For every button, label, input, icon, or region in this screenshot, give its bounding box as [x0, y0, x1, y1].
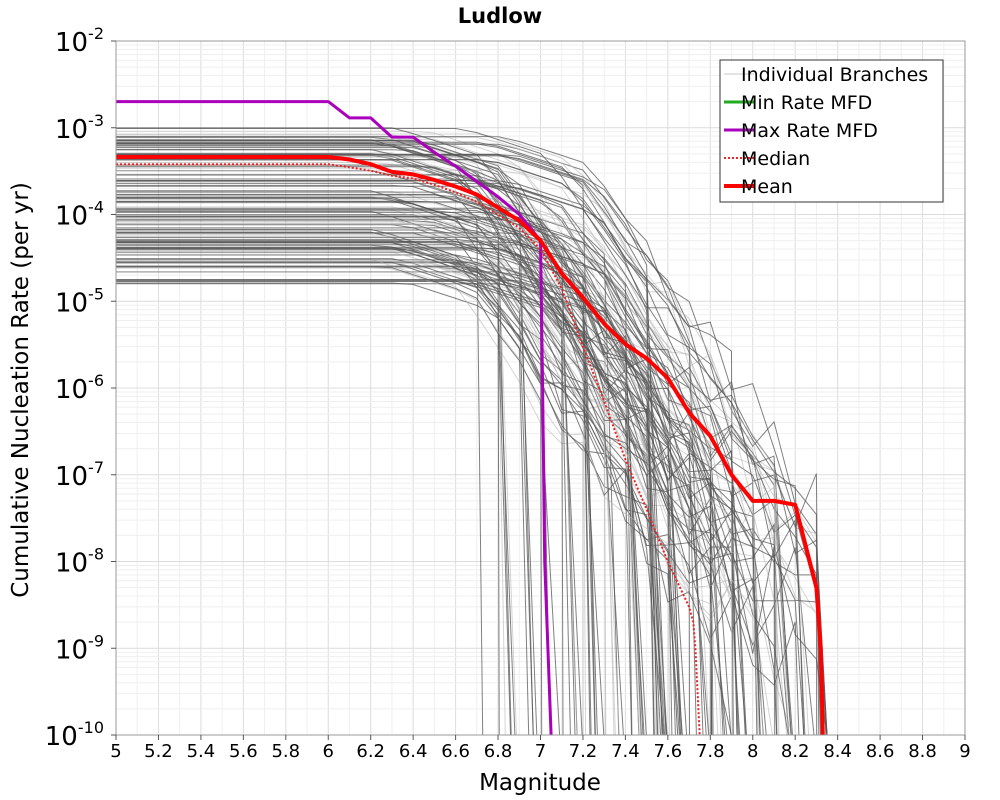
branch-line — [116, 174, 633, 736]
branch-line — [116, 279, 828, 736]
x-tick-label: 7.8 — [696, 741, 725, 762]
x-tick-label: 5.6 — [229, 741, 258, 762]
branch-line — [116, 218, 821, 736]
x-tick-label: 5.2 — [144, 741, 173, 762]
x-tick-label: 5 — [110, 741, 121, 762]
branch-line — [116, 235, 828, 736]
x-tick-label: 8.2 — [781, 741, 810, 762]
branch-line — [116, 253, 733, 736]
x-tick-label: 6.2 — [356, 741, 385, 762]
branch-line — [116, 198, 828, 736]
legend-box — [719, 59, 944, 203]
branch-line — [116, 191, 683, 736]
x-tick-label: 6.4 — [399, 741, 428, 762]
chart-title: Ludlow — [458, 4, 542, 28]
legend-label: Median — [741, 148, 810, 170]
branch-line — [116, 258, 665, 736]
branch-line — [116, 153, 538, 736]
branch-line — [116, 259, 681, 736]
branch-line — [116, 244, 828, 736]
branch-line — [116, 190, 662, 736]
branch-line — [116, 280, 673, 736]
branch-line — [116, 138, 655, 736]
branch-line — [116, 210, 679, 736]
branch-line — [116, 196, 644, 736]
branch-line — [116, 215, 664, 736]
branch-line — [116, 184, 789, 736]
branch-line — [116, 222, 660, 736]
y-tick-label: 10-9 — [55, 631, 104, 665]
x-tick-label: 8.8 — [908, 741, 937, 762]
branch-line — [116, 194, 747, 736]
x-tick-label: 6 — [323, 741, 334, 762]
x-axis-ticks: 5 5.2 5.4 5.6 5.8 6 6.2 6.4 6.6 6.8 7 7.2 7.4 7.6 7.8 8… — [110, 735, 971, 762]
y-tick-label: 10-4 — [55, 198, 104, 232]
x-tick-label: 8.4 — [823, 741, 852, 762]
x-tick-label: 7.2 — [569, 741, 598, 762]
x-axis-label: Magnitude — [479, 770, 601, 796]
series-line-max-rate-mfd — [116, 100, 553, 736]
branch-line — [116, 208, 732, 736]
x-tick-label: 8 — [747, 741, 758, 762]
x-tick-label: 6.6 — [441, 741, 470, 762]
x-tick-label: 7.4 — [611, 741, 640, 762]
x-tick-label: 7 — [535, 741, 546, 762]
series-line-median — [116, 163, 701, 736]
x-tick-label: 5.8 — [271, 741, 300, 762]
y-tick-label: 10-2 — [55, 24, 104, 58]
y-tick-label: 10-3 — [55, 111, 104, 145]
branch-line — [116, 240, 534, 736]
branch-line — [116, 251, 776, 736]
legend-label: Min Rate MFD — [741, 92, 872, 114]
branch-line — [116, 211, 806, 736]
branch-line — [116, 143, 596, 736]
branch-line — [116, 200, 664, 736]
series-line-mean — [116, 155, 825, 736]
branch-line — [116, 240, 739, 736]
branch-line — [116, 258, 584, 736]
branch-line — [116, 145, 676, 736]
branch-line — [116, 130, 615, 736]
x-tick-label: 7.6 — [654, 741, 683, 762]
branch-line — [116, 154, 655, 736]
branch-line — [116, 283, 828, 736]
branch-line — [116, 216, 761, 736]
branch-line — [116, 141, 820, 736]
branch-line — [116, 128, 704, 736]
legend-label: Max Rate MFD — [741, 120, 878, 142]
branch-line — [116, 241, 681, 736]
branch-line — [116, 265, 688, 736]
branch-line — [116, 147, 659, 736]
y-axis-ticks: 10-2 10-3 10-4 10-5 10-6 10-7 10-8 10-9 10-10 — [45, 24, 116, 752]
branch-line — [116, 169, 780, 736]
x-tick-label: 9 — [959, 741, 970, 762]
y-tick-label: 10-5 — [55, 284, 104, 318]
branch-line — [116, 231, 732, 736]
x-tick-label: 6.8 — [484, 741, 513, 762]
branch-line — [116, 136, 734, 736]
branch-line — [116, 140, 697, 736]
branch-line — [116, 248, 728, 736]
branch-line — [116, 229, 690, 736]
series-lines — [116, 100, 825, 736]
y-tick-label: 10-7 — [55, 458, 104, 492]
branch-line — [116, 282, 668, 736]
y-tick-label: 10-10 — [45, 718, 104, 752]
branch-line — [116, 190, 517, 736]
y-tick-label: 10-8 — [55, 545, 104, 579]
x-tick-label: 8.6 — [866, 741, 895, 762]
branch-line — [116, 159, 710, 736]
y-tick-label: 10-6 — [55, 371, 104, 405]
legend-label: Mean — [741, 176, 793, 198]
x-tick-label: 5.4 — [187, 741, 216, 762]
branch-line — [116, 236, 641, 736]
branch-line — [116, 182, 828, 736]
legend-label: Individual Branches — [741, 64, 928, 86]
legend: Individual Branches Min Rate MFD Max Rate … — [719, 59, 944, 203]
y-axis-label: Cumulative Nucleation Rate (per yr) — [8, 182, 34, 598]
branch-line — [116, 224, 759, 736]
